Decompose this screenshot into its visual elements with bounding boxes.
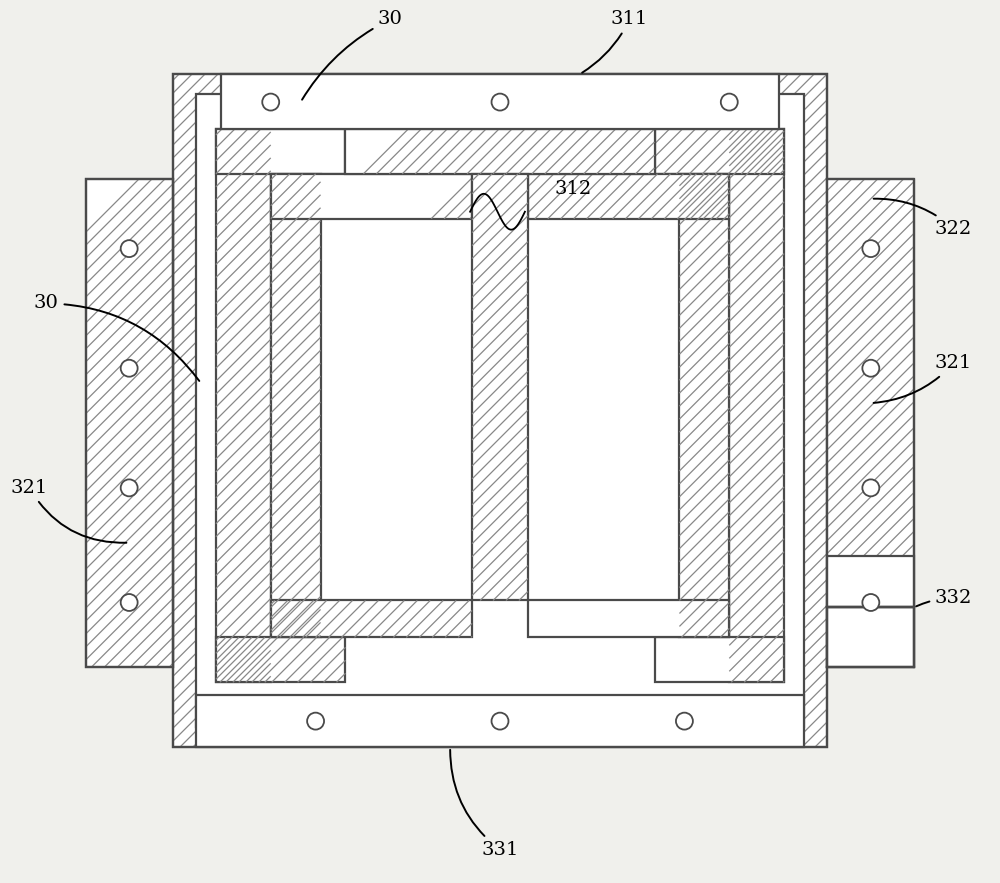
Bar bbox=[271, 174, 472, 219]
Text: 332: 332 bbox=[916, 588, 972, 607]
Bar bbox=[216, 129, 271, 683]
Bar bbox=[528, 174, 729, 219]
Circle shape bbox=[121, 240, 138, 257]
Circle shape bbox=[492, 713, 508, 729]
Bar bbox=[173, 74, 827, 747]
Bar bbox=[271, 600, 472, 638]
Text: 312: 312 bbox=[555, 180, 592, 198]
Circle shape bbox=[262, 94, 279, 110]
Bar bbox=[827, 555, 914, 608]
Circle shape bbox=[862, 479, 879, 496]
Circle shape bbox=[121, 594, 138, 611]
Circle shape bbox=[307, 713, 324, 729]
Circle shape bbox=[862, 240, 879, 257]
Bar bbox=[528, 600, 729, 638]
Text: 30: 30 bbox=[302, 11, 403, 100]
Bar bbox=[472, 174, 528, 600]
Circle shape bbox=[862, 594, 879, 611]
Bar bbox=[216, 638, 345, 683]
Text: 331: 331 bbox=[450, 750, 519, 858]
Bar bbox=[345, 129, 655, 174]
Text: 311: 311 bbox=[582, 11, 648, 72]
Bar bbox=[827, 179, 914, 668]
Bar bbox=[655, 129, 784, 174]
Circle shape bbox=[676, 713, 693, 729]
Circle shape bbox=[862, 359, 879, 377]
Circle shape bbox=[721, 94, 738, 110]
Bar bbox=[216, 129, 345, 174]
Bar bbox=[271, 174, 321, 638]
Text: 322: 322 bbox=[874, 199, 972, 238]
Text: 30: 30 bbox=[34, 294, 199, 381]
Bar bbox=[173, 74, 827, 747]
Bar bbox=[729, 129, 784, 683]
Circle shape bbox=[121, 359, 138, 377]
Text: 321: 321 bbox=[874, 354, 972, 403]
Circle shape bbox=[492, 94, 508, 110]
Bar bbox=[86, 179, 173, 668]
Bar bbox=[196, 94, 804, 727]
Bar bbox=[196, 695, 804, 747]
Bar bbox=[655, 638, 784, 683]
Bar bbox=[86, 179, 173, 668]
Bar bbox=[827, 608, 914, 668]
Text: 321: 321 bbox=[11, 479, 126, 543]
Circle shape bbox=[121, 479, 138, 496]
Bar bbox=[221, 74, 779, 129]
Bar bbox=[679, 174, 729, 638]
